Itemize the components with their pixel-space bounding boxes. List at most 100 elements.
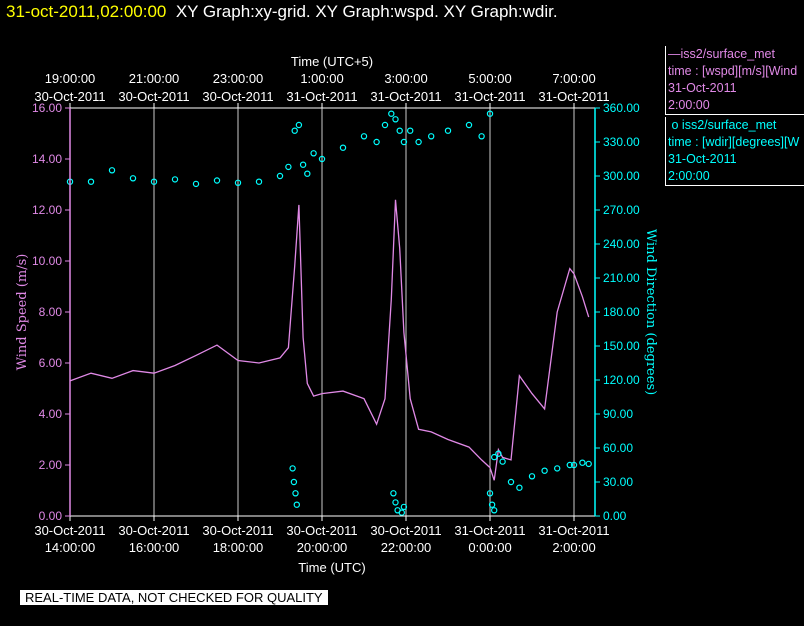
legend: —iss2/surface_met time : [wspd][m/s][Win… — [665, 46, 804, 186]
top-tick-date: 31-Oct-2011 — [370, 89, 441, 104]
legend-wspd-date: 31-Oct-2011 — [668, 81, 737, 95]
wdir-point — [396, 127, 403, 134]
legend-wdir-date: 31-Oct-2011 — [668, 152, 737, 166]
top-tick-time: 21:00:00 — [129, 71, 180, 86]
wdir-point — [407, 127, 414, 134]
right-tick-label: 300.00 — [603, 169, 640, 183]
bottom-tick-date: 30-Oct-2011 — [286, 523, 357, 538]
right-tick-label: 270.00 — [603, 203, 640, 217]
right-tick-label: 90.00 — [603, 407, 633, 421]
right-tick-label: 330.00 — [603, 135, 640, 149]
legend-wdir-title: o iss2/surface_met — [671, 118, 777, 132]
top-tick-time: 3:00:00 — [384, 71, 427, 86]
wdir-point — [388, 110, 395, 117]
wdir-point — [292, 490, 299, 497]
wdir-point — [566, 461, 574, 469]
top-tick-time: 1:00:00 — [300, 71, 343, 86]
wdir-point — [291, 127, 298, 134]
top-tick-date: 30-Oct-2011 — [34, 89, 105, 104]
wdir-point — [495, 450, 502, 457]
left-tick-label: 16.00 — [32, 101, 62, 115]
wdir-point — [234, 179, 242, 186]
wdir-point — [339, 144, 347, 151]
wdir-point — [318, 155, 326, 163]
bottom-tick-date: 30-Oct-2011 — [202, 523, 273, 538]
left-tick-label: 12.00 — [32, 203, 62, 217]
y-axis-label-left: Wind Speed (m/s) — [15, 254, 30, 371]
wdir-point — [360, 133, 368, 140]
legend-wspd-var: time : [wspd][m/s][Wind — [668, 64, 798, 78]
left-tick-label: 14.00 — [32, 152, 62, 166]
title-graph-list: XY Graph:xy-grid. XY Graph:wspd. XY Grap… — [175, 2, 558, 21]
wdir-point — [400, 503, 408, 511]
bottom-tick-date: 30-Oct-2011 — [370, 523, 441, 538]
wdir-point — [390, 490, 397, 497]
bottom-tick-date: 31-Oct-2011 — [538, 523, 609, 538]
top-tick-time: 5:00:00 — [468, 71, 511, 86]
wdir-point — [528, 473, 536, 480]
right-tick-label: 120.00 — [603, 373, 640, 387]
axis-ticks: 30-Oct-2011 14:00:00 30-Oct-2011 16:00:00 30… — [32, 71, 640, 555]
top-tick-time: 7:00:00 — [552, 71, 595, 86]
wdir-point — [444, 127, 452, 134]
right-tick-label: 30.00 — [603, 475, 633, 489]
right-tick-label: 240.00 — [603, 237, 640, 251]
wdir-point — [579, 459, 586, 466]
left-tick-label: 0.00 — [39, 509, 63, 523]
top-tick-date: 31-Oct-2011 — [286, 89, 357, 104]
bottom-tick-time: 18:00:00 — [213, 540, 264, 555]
wdir-point — [171, 176, 179, 183]
bottom-tick-time: 22:00:00 — [381, 540, 432, 555]
bottom-tick-time: 14:00:00 — [45, 540, 96, 555]
wdir-point — [150, 178, 158, 185]
wdir-point — [285, 163, 292, 171]
wdir-point — [486, 110, 494, 117]
right-tick-label: 0.00 — [603, 509, 627, 523]
legend-wspd: —iss2/surface_met time : [wspd][m/s][Win… — [665, 46, 804, 115]
wdir-point — [392, 499, 399, 506]
top-tick-date: 30-Oct-2011 — [202, 89, 273, 104]
left-tick-label: 6.00 — [39, 356, 63, 370]
wdir-point — [465, 121, 473, 129]
bottom-tick-date: 31-Oct-2011 — [454, 523, 525, 538]
bottom-tick-time: 0:00:00 — [468, 540, 511, 555]
wdir-point — [299, 161, 307, 168]
wdir-point — [373, 138, 380, 146]
right-tick-label: 150.00 — [603, 339, 640, 353]
bottom-tick-time: 2:00:00 — [552, 540, 595, 555]
wdir-point — [488, 501, 496, 508]
page-title: 31-oct-2011,02:00:00 XY Graph:xy-grid. X… — [6, 2, 558, 22]
wspd-series — [69, 199, 590, 481]
bottom-tick-time: 20:00:00 — [297, 540, 348, 555]
left-tick-label: 4.00 — [39, 407, 63, 421]
top-tick-date: 31-Oct-2011 — [454, 89, 525, 104]
wdir-point — [192, 180, 200, 188]
top-axis-label: Time (UTC+5) — [291, 54, 373, 69]
wdir-point — [428, 133, 435, 140]
wdir-point — [478, 133, 485, 140]
left-tick-label: 2.00 — [39, 458, 63, 472]
wdir-point — [541, 467, 548, 474]
top-tick-time: 23:00:00 — [213, 71, 264, 86]
right-tick-label: 180.00 — [603, 305, 640, 319]
wdir-point — [491, 453, 498, 461]
top-tick-date: 30-Oct-2011 — [118, 89, 189, 104]
right-tick-label: 60.00 — [603, 441, 633, 455]
wdir-series — [66, 110, 592, 516]
wdir-point — [491, 507, 498, 514]
quality-warning-label: REAL-TIME DATA, NOT CHECKED FOR QUALITY — [20, 590, 328, 605]
wdir-point — [87, 178, 95, 185]
wdir-point — [276, 172, 284, 180]
bottom-axis-label: Time (UTC) — [298, 560, 365, 575]
wdir-point — [310, 150, 317, 157]
bottom-tick-date: 30-Oct-2011 — [34, 523, 105, 538]
wdir-point — [213, 177, 221, 184]
wdir-point — [554, 465, 561, 472]
bottom-tick-date: 30-Oct-2011 — [118, 523, 189, 538]
wspd-line — [69, 199, 590, 481]
wdir-point — [507, 478, 515, 486]
circle-marker-icon: o — [671, 118, 679, 132]
legend-wdir: o iss2/surface_met time : [wdir][degrees… — [665, 117, 804, 186]
line-symbol-icon: — — [668, 47, 681, 61]
